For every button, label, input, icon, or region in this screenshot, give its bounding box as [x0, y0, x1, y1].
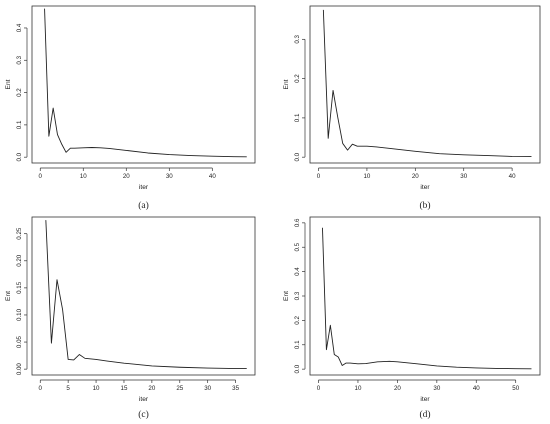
x-tick-label: 5	[66, 385, 70, 392]
chart-panel-c: 0 5 10 15 20 25 30 35 0.00 0.05 0.10 0.15 0.20 0.25 it…	[5, 216, 256, 420]
plot-frame	[31, 5, 256, 164]
chart-panel-d: 0 10 20 30 40 50 0.0 0.1 0.2 0.3 0.4 0.5 0.6 iter Ent (…	[283, 216, 541, 420]
y-tick-label: 0.5	[294, 242, 301, 251]
panel-caption: (d)	[419, 409, 430, 420]
x-tick-label: 20	[412, 173, 419, 180]
y-tick-label: 0.0	[294, 152, 301, 161]
x-tick-label: 10	[355, 385, 362, 392]
y-tick-label: 0.15	[16, 281, 23, 294]
x-tick-label: 35	[232, 385, 239, 392]
x-axis-label: iter	[420, 184, 430, 191]
y-tick-label: 0.2	[294, 74, 301, 83]
x-axis-label: iter	[139, 184, 149, 191]
y-tick-label: 0.3	[294, 291, 301, 300]
chart-panel-b: 0 10 20 30 40 0.0 0.1 0.2 0.3 iter Ent (b)	[283, 5, 541, 211]
y-axis-label: Ent	[283, 291, 290, 301]
y-tick-label: 0.1	[294, 113, 301, 122]
x-tick-label: 0	[317, 173, 321, 180]
x-tick-label: 0	[39, 385, 43, 392]
series-line	[45, 220, 247, 370]
y-tick-label: 0.4	[16, 23, 23, 32]
x-tick-label: 30	[166, 173, 173, 180]
y-tick-label: 0.00	[16, 363, 23, 376]
y-axis-label: Ent	[5, 79, 12, 89]
y-tick-label: 0.4	[294, 267, 301, 276]
x-tick-label: 30	[204, 385, 211, 392]
x-tick-label: 30	[433, 385, 440, 392]
y-tick-label: 0.25	[16, 227, 23, 240]
x-tick-label: 20	[394, 385, 401, 392]
panel-caption: (c)	[138, 409, 149, 420]
y-tick-label: 0.0	[294, 364, 301, 373]
y-tick-label: 0.0	[16, 152, 23, 161]
x-tick-label: 40	[509, 173, 516, 180]
y-tick-label: 0.10	[16, 308, 23, 321]
x-tick-label: 10	[93, 385, 100, 392]
x-tick-label: 0	[39, 173, 43, 180]
x-tick-label: 25	[176, 385, 183, 392]
x-tick-label: 10	[363, 173, 370, 180]
series-line	[322, 9, 532, 158]
y-tick-label: 0.1	[294, 340, 301, 349]
series-line	[322, 227, 532, 370]
x-tick-label: 30	[460, 173, 467, 180]
x-tick-label: 40	[209, 173, 216, 180]
x-tick-label: 40	[473, 385, 480, 392]
x-tick-label: 10	[80, 173, 87, 180]
y-tick-label: 0.2	[294, 316, 301, 325]
y-tick-label: 0.3	[294, 34, 301, 43]
x-tick-label: 20	[123, 173, 130, 180]
x-axis-label: iter	[420, 396, 430, 403]
x-tick-label: 50	[512, 385, 519, 392]
panel-caption: (a)	[138, 200, 149, 211]
y-tick-label: 0.1	[16, 120, 23, 129]
y-tick-label: 0.3	[16, 55, 23, 64]
y-tick-label: 0.6	[294, 218, 301, 227]
panel-caption: (b)	[419, 200, 430, 211]
x-tick-label: 20	[148, 385, 155, 392]
x-tick-label: 0	[317, 385, 321, 392]
chart-panel-a: 0 10 20 30 40 0.0 0.1 0.2 0.3 0.4 iter Ent (a)	[5, 5, 256, 211]
x-tick-label: 15	[121, 385, 128, 392]
y-tick-label: 0.20	[16, 254, 23, 267]
x-axis-label: iter	[139, 396, 149, 403]
y-tick-label: 0.2	[16, 88, 23, 97]
plot-frame	[309, 216, 541, 376]
plot-frame	[309, 5, 541, 164]
y-tick-label: 0.05	[16, 335, 23, 348]
y-axis-label: Ent	[5, 291, 12, 301]
plot-frame	[31, 216, 256, 376]
y-axis-label: Ent	[283, 79, 290, 89]
series-line	[44, 8, 247, 158]
